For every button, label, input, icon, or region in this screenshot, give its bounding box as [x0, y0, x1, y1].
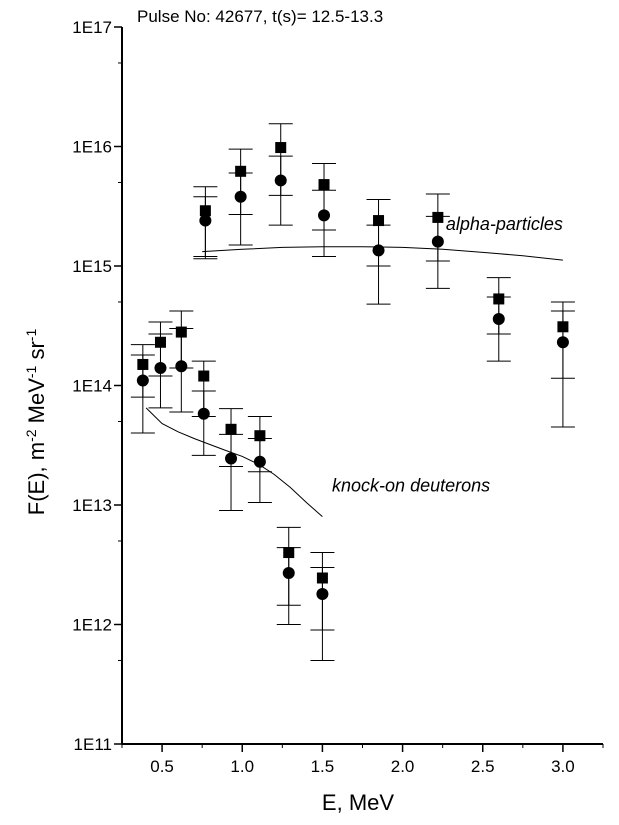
data-point-square [137, 358, 149, 370]
data-point-circle [175, 360, 188, 373]
data-point-circle [225, 452, 238, 465]
data-point-circle [274, 174, 287, 187]
annotation-alpha: alpha-particles [446, 214, 563, 234]
y-tick-label: 1E14 [72, 377, 112, 396]
data-point-circle [318, 209, 331, 222]
data-point-square [493, 293, 505, 305]
data-point-square [235, 165, 247, 177]
x-tick-label: 0.5 [150, 757, 174, 776]
data-point-square [225, 423, 237, 435]
data-point-square [175, 326, 187, 338]
data-point-circle [253, 455, 266, 468]
data-point-circle [431, 235, 444, 248]
y-tick-label: 1E13 [72, 496, 112, 515]
data-point-circle [282, 566, 295, 579]
data-point-square [318, 179, 330, 191]
chart-title: Pulse No: 42677, t(s)= 12.5-13.3 [137, 7, 383, 26]
y-tick-label: 1E12 [72, 616, 112, 635]
y-label-exp: -2 [23, 429, 39, 442]
x-tick-label: 3.0 [551, 757, 575, 776]
data-point-circle [234, 190, 247, 203]
data-point-square [432, 211, 444, 223]
data-point-square [275, 142, 287, 154]
x-tick-label: 2.5 [471, 757, 495, 776]
y-label-part: F(E), m [24, 442, 49, 515]
y-label-exp: -1 [23, 365, 39, 378]
y-label-part: MeV [24, 378, 49, 430]
x-tick-label: 2.0 [391, 757, 415, 776]
data-point-circle [136, 374, 149, 387]
data-point-circle [199, 214, 212, 227]
y-tick-label: 1E16 [72, 138, 112, 157]
data-point-circle [154, 362, 167, 375]
annotation-deuterons: knock-on deuterons [332, 475, 490, 495]
data-point-square [199, 205, 211, 217]
y-label-part: sr [24, 341, 49, 365]
y-tick-label: 1E15 [72, 257, 112, 276]
data-point-square [254, 430, 266, 442]
y-axis-label: F(E), m-2 MeV-1 sr-1 [23, 329, 49, 516]
data-point-circle [556, 336, 569, 349]
data-point-square [283, 547, 295, 559]
data-point-circle [316, 587, 329, 600]
y-tick-label: 1E11 [74, 735, 112, 754]
data-point-square [557, 321, 569, 333]
data-point-square [198, 370, 210, 382]
x-axis-label: E, MeV [322, 790, 394, 815]
data-point-square [373, 215, 385, 227]
data-point-square [154, 336, 166, 348]
data-point-circle [492, 313, 505, 326]
x-tick-label: 1.0 [230, 757, 254, 776]
data-point-circle [197, 407, 210, 420]
y-tick-label: 1E17 [72, 18, 112, 37]
data-point-square [316, 572, 328, 584]
y-label-exp: -1 [23, 329, 39, 342]
data-point-circle [372, 244, 385, 257]
x-tick-label: 1.5 [311, 757, 335, 776]
